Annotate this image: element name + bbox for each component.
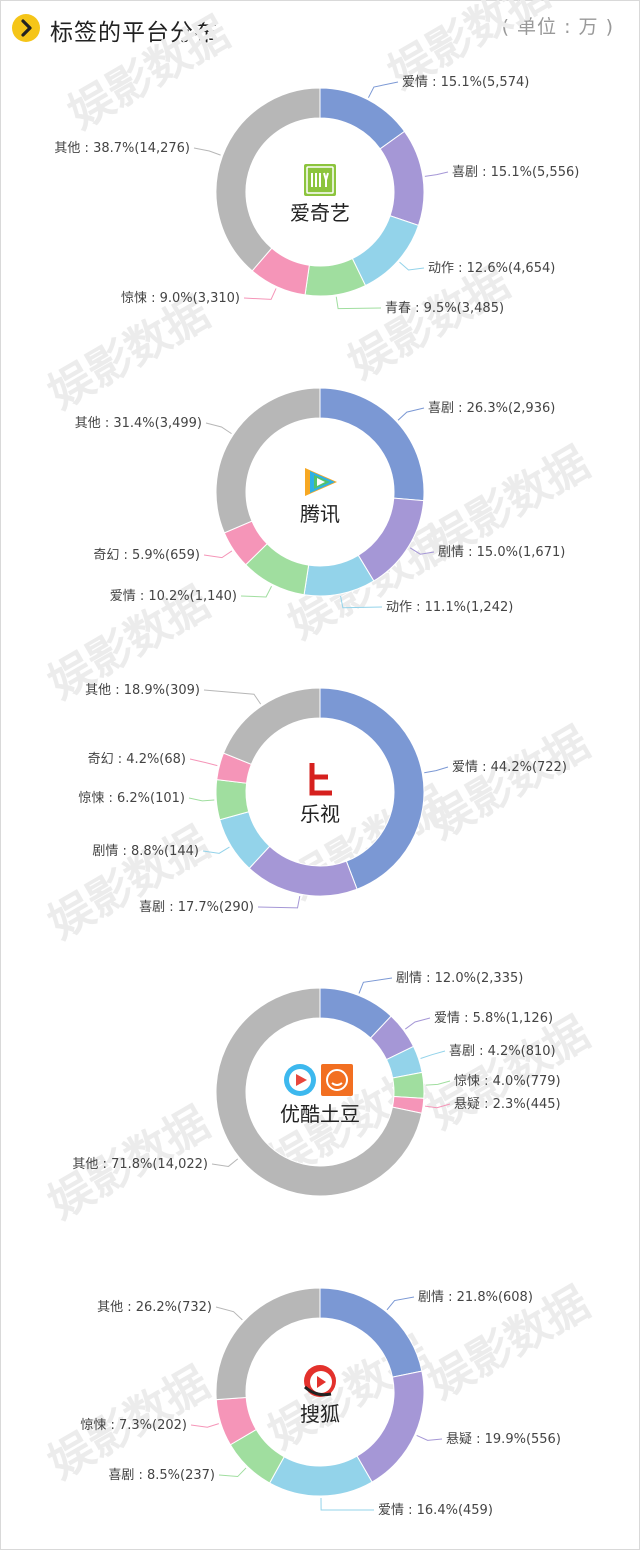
leader-line <box>218 1467 247 1478</box>
leader-line <box>203 689 262 705</box>
slice-label: 其他 : 18.9%(309) <box>85 683 200 698</box>
leader-line <box>425 1080 451 1086</box>
slice-label: 惊悚 : 4.0%(779) <box>454 1074 561 1089</box>
slice-label: 爱情 : 5.8%(1,126) <box>434 1011 553 1026</box>
chevron-right-icon <box>12 14 40 42</box>
donut-chart-1: 爱情 : 15.1%(5,574) 喜剧 : 15.1%(5,556) 动作 : 1… <box>54 75 579 316</box>
slice-label: 爱情 : 44.2%(722) <box>452 760 567 775</box>
slice-label: 爱情 : 15.1%(5,574) <box>402 75 529 90</box>
slice-label: 其他 : 38.7%(14,276) <box>54 141 190 156</box>
leader-line <box>335 296 382 310</box>
slice-label: 喜剧 : 4.2%(810) <box>449 1044 556 1059</box>
leader-line <box>202 846 230 854</box>
slice-label: 剧情 : 8.8%(144) <box>92 844 199 859</box>
slice-爱情[interactable] <box>319 87 406 150</box>
leader-line <box>193 147 221 156</box>
platform-name: 爱奇艺 <box>290 201 350 225</box>
leader-line <box>203 550 233 559</box>
leader-line <box>397 407 425 421</box>
slice-label: 惊悚 : 6.2%(101) <box>78 791 185 806</box>
watermark-text: 娱影数据 <box>40 817 218 949</box>
leader-line <box>240 586 272 598</box>
leader-line <box>320 1497 375 1511</box>
slice-label: 其他 : 71.8%(14,022) <box>72 1157 208 1172</box>
leader-line <box>386 1296 415 1311</box>
slice-label: 剧情 : 21.8%(608) <box>418 1290 533 1305</box>
slice-喜剧[interactable] <box>319 387 425 502</box>
platform-name: 腾讯 <box>300 502 340 526</box>
leader-line <box>189 758 218 767</box>
page-header: 标签的平台分布 ( 单位 : 万 ) <box>0 0 640 56</box>
slice-label: 剧情 : 15.0%(1,671) <box>438 545 565 560</box>
slice-label: 爱情 : 16.4%(459) <box>378 1503 493 1518</box>
leader-line <box>243 288 277 300</box>
leader-line <box>399 261 425 271</box>
leader-line <box>367 81 399 98</box>
leader-line <box>424 1103 451 1109</box>
slice-label: 奇幻 : 5.9%(659) <box>93 547 200 563</box>
slice-label: 惊悚 : 9.0%(3,310) <box>121 291 240 306</box>
page-title: 标签的平台分布 <box>50 20 218 46</box>
leader-line <box>340 595 383 609</box>
leader-line <box>190 1423 219 1428</box>
leader-line <box>205 422 232 435</box>
slice-其他[interactable] <box>222 687 321 765</box>
watermark-text: 娱影数据 <box>60 7 238 139</box>
slice-爱情[interactable] <box>319 687 425 890</box>
slice-label: 悬疑 : 19.9%(556) <box>446 1431 561 1447</box>
leader-line <box>215 1306 243 1321</box>
youku-tudou-logo-icon <box>284 1064 353 1096</box>
slice-其他[interactable] <box>215 387 321 534</box>
iqiyi-logo-icon <box>304 164 336 196</box>
leader-line <box>424 171 449 177</box>
slice-其他[interactable] <box>215 987 423 1197</box>
watermark-text: 娱影数据 <box>420 717 598 849</box>
leader-line <box>257 895 301 909</box>
slice-动作[interactable] <box>351 215 420 287</box>
sohu-video-logo-icon <box>303 1365 336 1397</box>
slice-label: 奇幻 : 4.2%(68) <box>88 751 186 767</box>
unit-note: ( 单位 : 万 ) <box>501 16 614 38</box>
donut-chart-5: 剧情 : 21.8%(608) 悬疑 : 19.9%(556) 爱情 : 16.4%… <box>80 1287 561 1518</box>
leader-line <box>405 1017 431 1030</box>
leader-line <box>211 1158 239 1167</box>
slice-label: 惊悚 : 7.3%(202) <box>80 1418 187 1433</box>
slice-爱情[interactable] <box>268 1455 373 1497</box>
leader-line <box>188 797 215 802</box>
platform-name: 搜狐 <box>300 1402 340 1426</box>
slice-label: 青春 : 9.5%(3,485) <box>385 301 504 316</box>
leader-line <box>420 1050 446 1059</box>
slice-label: 喜剧 : 26.3%(2,936) <box>428 401 555 416</box>
donut-chart-2: 喜剧 : 26.3%(2,936) 剧情 : 15.0%(1,671) 动作 : 1… <box>75 387 565 615</box>
donut-chart-3: 爱情 : 44.2%(722) 喜剧 : 17.7%(290) 剧情 : 8.8%(… <box>78 683 567 915</box>
slice-label: 爱情 : 10.2%(1,140) <box>110 589 237 604</box>
slice-label: 剧情 : 12.0%(2,335) <box>396 971 523 986</box>
letv-logo-icon <box>309 763 332 796</box>
slice-label: 动作 : 12.6%(4,654) <box>428 261 555 276</box>
watermark-text: 娱影数据 <box>40 287 218 419</box>
slice-label: 其他 : 31.4%(3,499) <box>75 416 202 431</box>
leader-line <box>416 1434 443 1441</box>
slice-喜剧[interactable] <box>379 130 425 227</box>
slice-其他[interactable] <box>215 1287 321 1401</box>
leader-line <box>409 547 435 555</box>
platform-name: 乐视 <box>300 802 340 826</box>
leader-line <box>358 977 393 994</box>
slice-label: 喜剧 : 8.5%(237) <box>108 1468 215 1483</box>
slice-label: 动作 : 11.1%(1,242) <box>386 600 513 615</box>
slice-label: 悬疑 : 2.3%(445) <box>454 1096 561 1112</box>
slice-label: 喜剧 : 17.7%(290) <box>139 900 254 915</box>
tencent-video-logo-icon <box>305 468 337 496</box>
slice-label: 其他 : 26.2%(732) <box>97 1300 212 1315</box>
slice-其他[interactable] <box>215 87 321 272</box>
leader-line <box>424 766 449 774</box>
slice-label: 喜剧 : 15.1%(5,556) <box>452 165 579 180</box>
donut-chart-4: 剧情 : 12.0%(2,335) 爱情 : 5.8%(1,126) 喜剧 : 4.… <box>72 971 561 1197</box>
platform-name: 优酷土豆 <box>280 1102 360 1126</box>
